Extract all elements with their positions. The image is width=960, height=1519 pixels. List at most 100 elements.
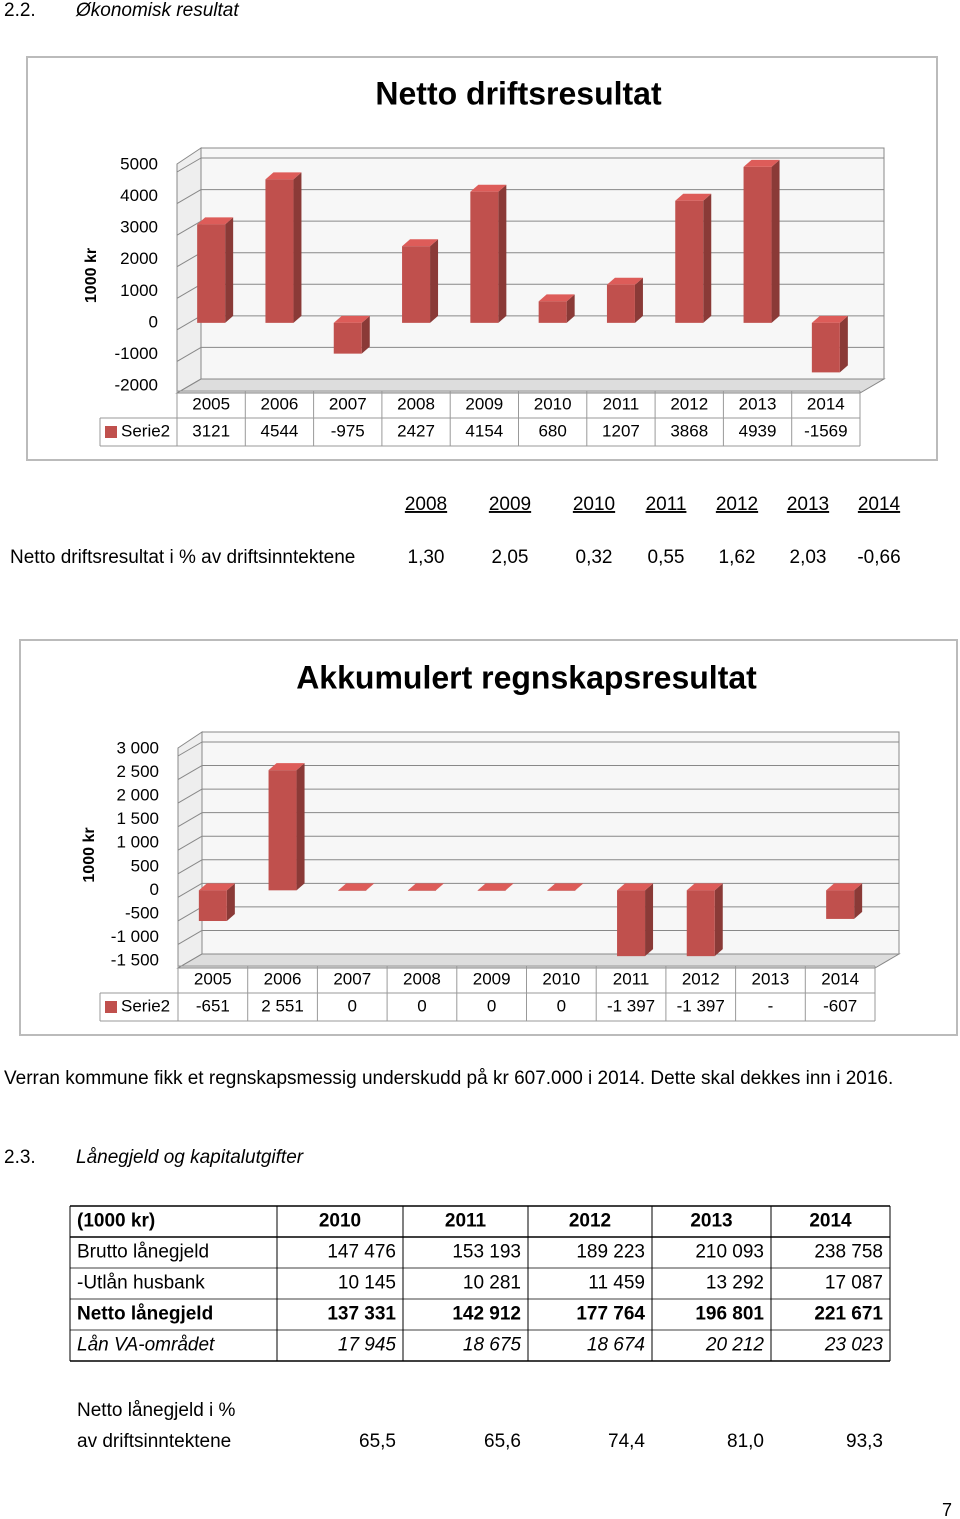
data-table-value: -975 xyxy=(331,421,365,440)
note-value: 65,5 xyxy=(359,1431,396,1452)
data-table-value: 680 xyxy=(538,421,566,440)
grid-line xyxy=(176,189,202,205)
grid-line xyxy=(176,283,202,299)
pct-year: 2008 xyxy=(405,494,447,515)
pct-year: 2014 xyxy=(858,494,901,515)
legend-swatch xyxy=(105,426,117,438)
x-tick-label: 2008 xyxy=(403,969,441,988)
bar-top xyxy=(402,239,439,247)
pct-year: 2011 xyxy=(646,494,687,515)
note-value: 65,6 xyxy=(484,1431,521,1452)
bar xyxy=(538,301,567,323)
bar-side xyxy=(293,172,302,323)
bar-top xyxy=(743,159,780,167)
bar-top xyxy=(811,315,848,323)
bar-top xyxy=(268,763,305,771)
x-tick-label: 2009 xyxy=(473,969,511,988)
x-tick-label: 2012 xyxy=(682,969,720,988)
bar-side xyxy=(226,883,235,922)
x-tick-label: 2005 xyxy=(194,969,232,988)
table-cell: 10 145 xyxy=(338,1273,396,1294)
table-cell: 189 223 xyxy=(576,1242,645,1263)
bar xyxy=(338,890,367,891)
section-title: Lånegjeld og kapitalutgifter xyxy=(76,1147,304,1168)
table-cell: -Utlån husbank xyxy=(77,1273,205,1294)
pct-value: 0,32 xyxy=(576,547,613,568)
data-table-value: 4544 xyxy=(261,421,299,440)
bar-top xyxy=(617,883,654,891)
table-cell: Brutto lånegjeld xyxy=(77,1242,209,1263)
bar xyxy=(197,224,226,323)
y-tick-label: -1 500 xyxy=(111,950,159,969)
table-cell: 2011 xyxy=(445,1211,487,1232)
bar xyxy=(407,890,436,891)
bar-top xyxy=(686,883,723,891)
table-cell: 10 281 xyxy=(463,1273,521,1294)
grid-line xyxy=(176,315,202,331)
grid-line xyxy=(177,788,203,804)
table-cell: 2013 xyxy=(690,1211,732,1232)
bar-top xyxy=(675,193,712,201)
bar-top xyxy=(333,315,370,323)
bar xyxy=(686,890,715,957)
table-cell: 13 292 xyxy=(706,1273,764,1294)
paragraph: Verran kommune fikk et regnskapsmessig u… xyxy=(4,1068,893,1089)
table-cell: 11 459 xyxy=(588,1273,645,1294)
y-tick-label: 0 xyxy=(150,880,159,899)
table-cell: 17 945 xyxy=(338,1335,397,1356)
table-cell: 18 675 xyxy=(463,1335,522,1356)
data-table-value: 0 xyxy=(557,996,566,1015)
x-tick-label: 2013 xyxy=(739,394,777,413)
x-tick-label: 2014 xyxy=(821,969,859,988)
y-tick-label: 3000 xyxy=(120,218,158,237)
bar-side xyxy=(361,315,370,354)
grid-line xyxy=(177,906,203,922)
bar xyxy=(198,890,227,922)
y-tick-label: 1 000 xyxy=(116,833,159,852)
grid-line xyxy=(176,220,202,236)
pct-value: 1,30 xyxy=(408,547,445,568)
note-line: Netto lånegjeld i % xyxy=(77,1400,236,1421)
bar-top xyxy=(198,883,235,891)
data-table-value: 2427 xyxy=(397,421,435,440)
bar-side xyxy=(854,883,863,919)
y-tick-label: -2000 xyxy=(115,375,158,394)
bar-top xyxy=(470,184,507,192)
x-tick-label: 2006 xyxy=(264,969,302,988)
legend-swatch xyxy=(105,1001,117,1013)
bar-side xyxy=(225,217,234,323)
x-tick-label: 2007 xyxy=(329,394,367,413)
y-tick-label: 1000 xyxy=(120,281,158,300)
y-tick-label: 5000 xyxy=(120,154,158,173)
chart-title: Akkumulert regnskapsresultat xyxy=(296,659,757,695)
back-wall xyxy=(200,147,885,380)
x-tick-label: 2010 xyxy=(534,394,572,413)
legend-label: Serie2 xyxy=(121,421,170,440)
bar-top xyxy=(338,883,375,891)
data-table-value: 3868 xyxy=(670,421,708,440)
bar xyxy=(265,179,294,323)
x-tick-label: 2012 xyxy=(670,394,708,413)
pct-value: 1,62 xyxy=(719,547,756,568)
bar xyxy=(606,284,635,323)
table-cell: 2014 xyxy=(809,1211,852,1232)
table-cell: 177 764 xyxy=(576,1304,645,1325)
data-table-value: -607 xyxy=(823,996,857,1015)
table-cell: 2010 xyxy=(319,1211,361,1232)
bar xyxy=(826,890,855,919)
bar-side xyxy=(634,277,643,323)
data-table-value: 4154 xyxy=(465,421,503,440)
y-tick-label: 500 xyxy=(131,856,159,875)
data-table-value: 0 xyxy=(487,996,496,1015)
data-table-value: -1569 xyxy=(804,421,847,440)
x-tick-label: 2010 xyxy=(542,969,580,988)
table-cell: 23 023 xyxy=(824,1335,884,1356)
bar xyxy=(333,322,362,354)
grid-line xyxy=(176,157,202,173)
table-cell: Netto lånegjeld xyxy=(77,1304,213,1325)
bar-side xyxy=(498,184,507,323)
y-axis-label: 1000 kr xyxy=(83,248,100,303)
table-cell: 153 193 xyxy=(452,1242,521,1263)
table-cell: 238 758 xyxy=(814,1242,883,1263)
bar-side xyxy=(430,239,439,323)
